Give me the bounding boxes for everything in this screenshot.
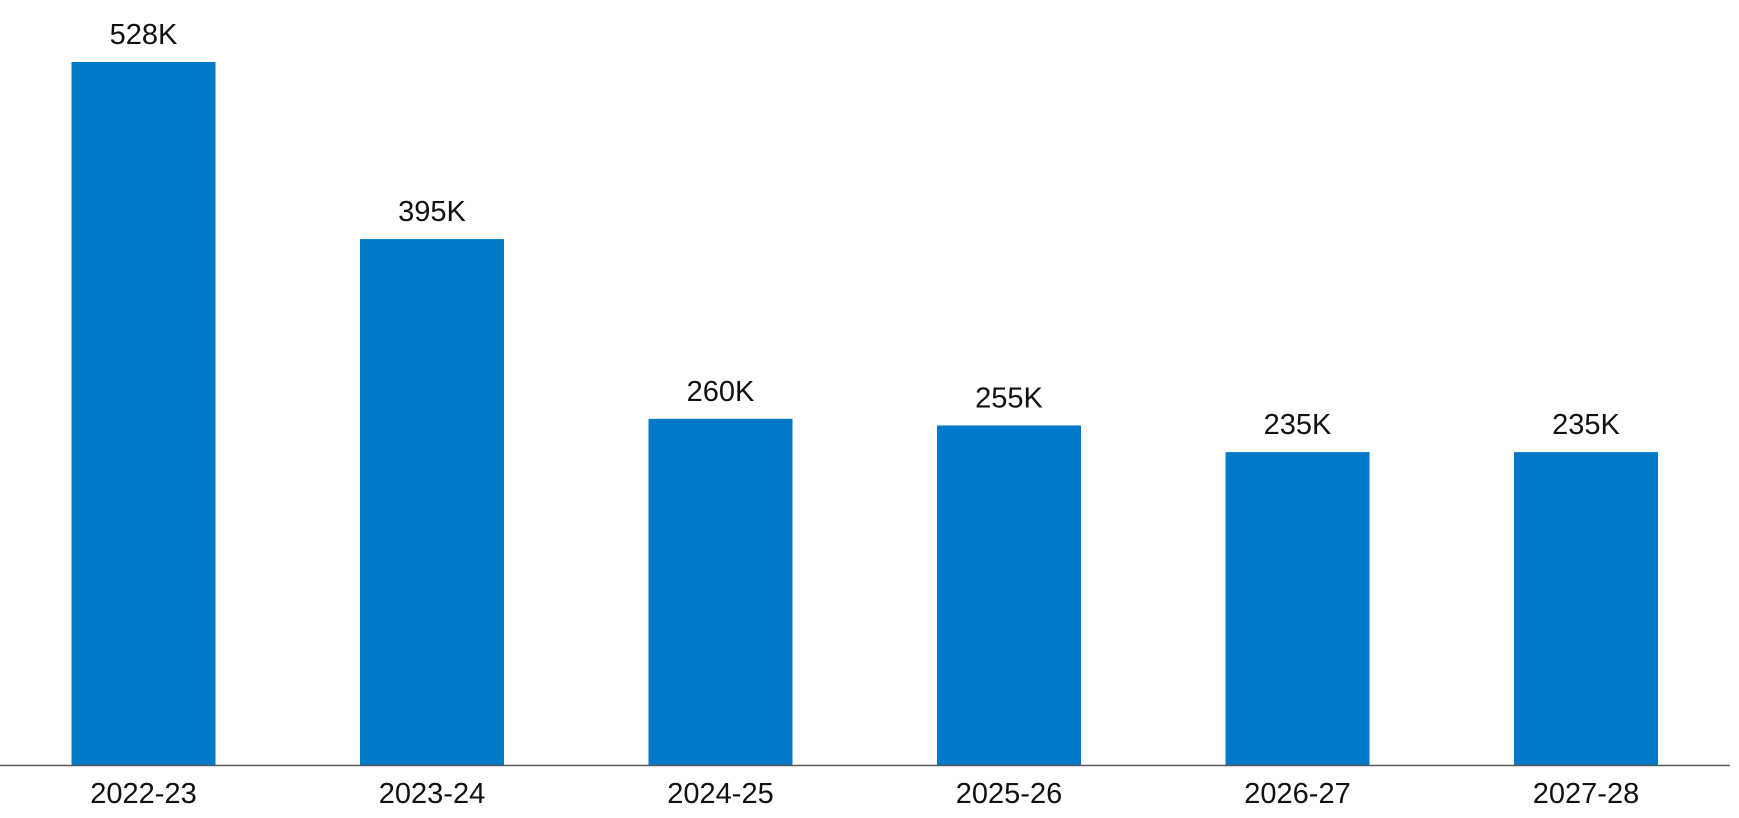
x-tick-label-2023-24: 2023-24 [379, 778, 485, 810]
data-label-2024-25: 260K [687, 376, 755, 408]
data-label-2022-23: 528K [110, 19, 178, 51]
data-label-2026-27: 235K [1264, 409, 1332, 441]
x-tick-labels-group: 2022-23 2023-24 2024-25 2025-26 2026-27 2027-… [90, 778, 1639, 810]
x-tick-label-2026-27: 2026-27 [1244, 778, 1350, 810]
bar-2022-23 [71, 62, 216, 765]
bar-2024-25 [648, 418, 793, 765]
x-tick-label-2024-25: 2024-25 [667, 778, 773, 810]
x-tick-label-2022-23: 2022-23 [90, 778, 196, 810]
bar-2025-26 [937, 425, 1081, 765]
x-tick-label-2027-28: 2027-28 [1533, 778, 1639, 810]
bars-group [71, 62, 1658, 766]
bar-2026-27 [1225, 452, 1370, 765]
data-label-2025-26: 255K [975, 382, 1043, 414]
bar-2027-28 [1514, 452, 1658, 765]
x-tick-label-2025-26: 2025-26 [956, 778, 1062, 810]
data-labels-group: 528K 395K 260K 255K 235K 235K [110, 19, 1621, 441]
data-label-2027-28: 235K [1552, 409, 1620, 441]
bar-2023-24 [360, 239, 504, 766]
data-label-2023-24: 395K [398, 196, 466, 228]
